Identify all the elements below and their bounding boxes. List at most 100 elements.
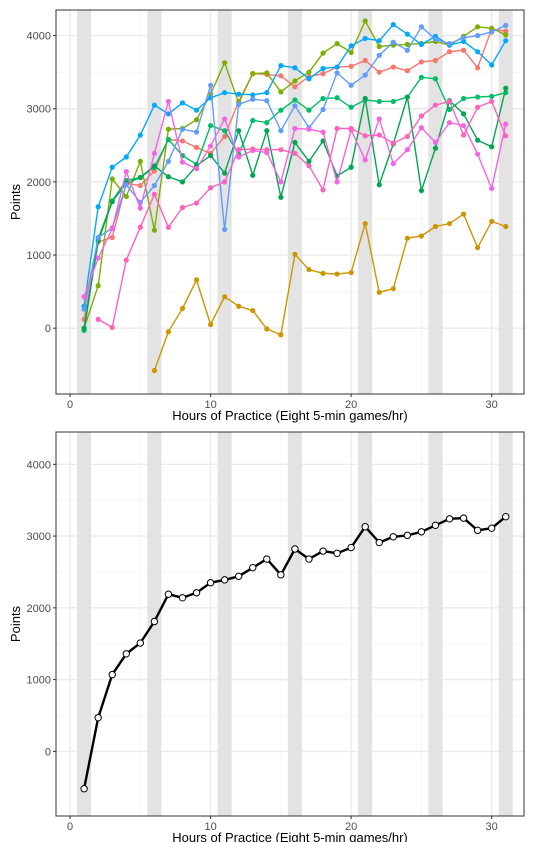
data-point <box>207 143 214 149</box>
data-point <box>376 43 382 50</box>
data-point <box>348 49 354 56</box>
data-point <box>94 713 102 722</box>
data-point <box>306 267 312 273</box>
x-tick-label: 20 <box>345 821 357 833</box>
data-point <box>404 94 410 100</box>
data-point <box>136 639 145 647</box>
data-point <box>320 95 326 102</box>
data-point <box>123 154 129 160</box>
data-point <box>320 138 326 144</box>
data-point <box>390 98 396 105</box>
data-point <box>320 187 326 193</box>
data-point <box>390 161 396 167</box>
data-point <box>292 125 298 132</box>
data-point <box>179 204 186 211</box>
data-point <box>220 576 229 584</box>
data-point <box>95 204 101 210</box>
x-axis-title: Hours of Practice (Eight 5-min games/hr) <box>172 830 408 842</box>
data-point <box>264 70 270 76</box>
data-point <box>222 226 228 233</box>
panel-border <box>55 431 525 817</box>
data-point <box>123 169 129 175</box>
data-point <box>362 18 368 24</box>
data-point <box>95 316 101 322</box>
data-point <box>151 102 157 108</box>
data-point <box>418 41 425 47</box>
data-point <box>306 158 312 165</box>
data-point <box>278 128 284 134</box>
y-tick-label: 1000 <box>27 675 51 687</box>
data-point <box>475 137 481 143</box>
data-point <box>376 69 382 75</box>
data-point <box>193 117 200 123</box>
data-point <box>503 133 509 139</box>
data-point <box>334 70 340 76</box>
data-point <box>460 122 467 129</box>
data-point <box>193 107 200 113</box>
y-tick-label: 2000 <box>27 603 51 615</box>
data-point <box>278 107 284 113</box>
data-point <box>222 133 228 140</box>
x-tick-label: 10 <box>204 399 216 411</box>
data-point <box>165 158 172 165</box>
data-point <box>362 95 368 102</box>
session-break-band <box>147 10 162 394</box>
data-point <box>404 47 410 53</box>
data-point <box>460 38 467 45</box>
data-point <box>151 182 157 189</box>
series-8 <box>95 98 509 331</box>
data-point <box>503 32 509 38</box>
data-point <box>278 332 284 338</box>
data-point <box>236 101 242 107</box>
data-point <box>151 367 157 374</box>
data-point <box>376 98 382 105</box>
data-point <box>489 62 495 68</box>
data-point <box>362 35 368 42</box>
data-point <box>222 116 228 122</box>
x-tick-label: 20 <box>345 399 357 411</box>
data-point <box>236 303 242 309</box>
data-point <box>390 22 396 28</box>
data-point <box>334 41 340 47</box>
data-point <box>362 57 368 64</box>
series-1 <box>151 211 509 374</box>
data-point <box>376 289 382 295</box>
data-point <box>375 538 383 547</box>
data-point <box>432 76 439 82</box>
data-point <box>348 164 354 170</box>
session-break-band <box>428 432 443 816</box>
y-tick-label: 3000 <box>27 104 51 116</box>
data-point <box>192 589 201 597</box>
data-point <box>179 100 186 106</box>
top-chart-panel: 0 10 20 30 0 1000 2000 3000 4000 Hours of Practic… <box>8 9 525 423</box>
data-point <box>207 152 214 159</box>
session-break-band <box>217 432 232 816</box>
data-point <box>292 150 298 156</box>
data-point <box>207 82 214 88</box>
data-point <box>418 24 425 30</box>
data-point <box>292 103 298 109</box>
data-point <box>362 133 368 139</box>
data-point <box>460 35 467 41</box>
data-point <box>151 168 157 174</box>
y-tick-label: 4000 <box>27 459 51 471</box>
data-point <box>179 179 186 185</box>
y-axis-title: Points <box>8 605 23 642</box>
data-point <box>460 111 467 117</box>
data-point <box>207 321 214 328</box>
data-point <box>418 125 425 131</box>
data-point <box>432 57 439 64</box>
data-point <box>306 69 312 75</box>
data-point <box>222 128 228 134</box>
data-point <box>404 41 410 47</box>
session-break-band <box>498 432 513 816</box>
data-point <box>95 255 101 261</box>
data-point <box>292 139 298 145</box>
data-point <box>95 234 101 241</box>
data-point <box>109 176 115 182</box>
data-point <box>165 136 172 143</box>
data-point <box>207 122 214 129</box>
data-point <box>306 163 312 169</box>
data-point <box>473 526 482 535</box>
data-point <box>334 64 340 70</box>
